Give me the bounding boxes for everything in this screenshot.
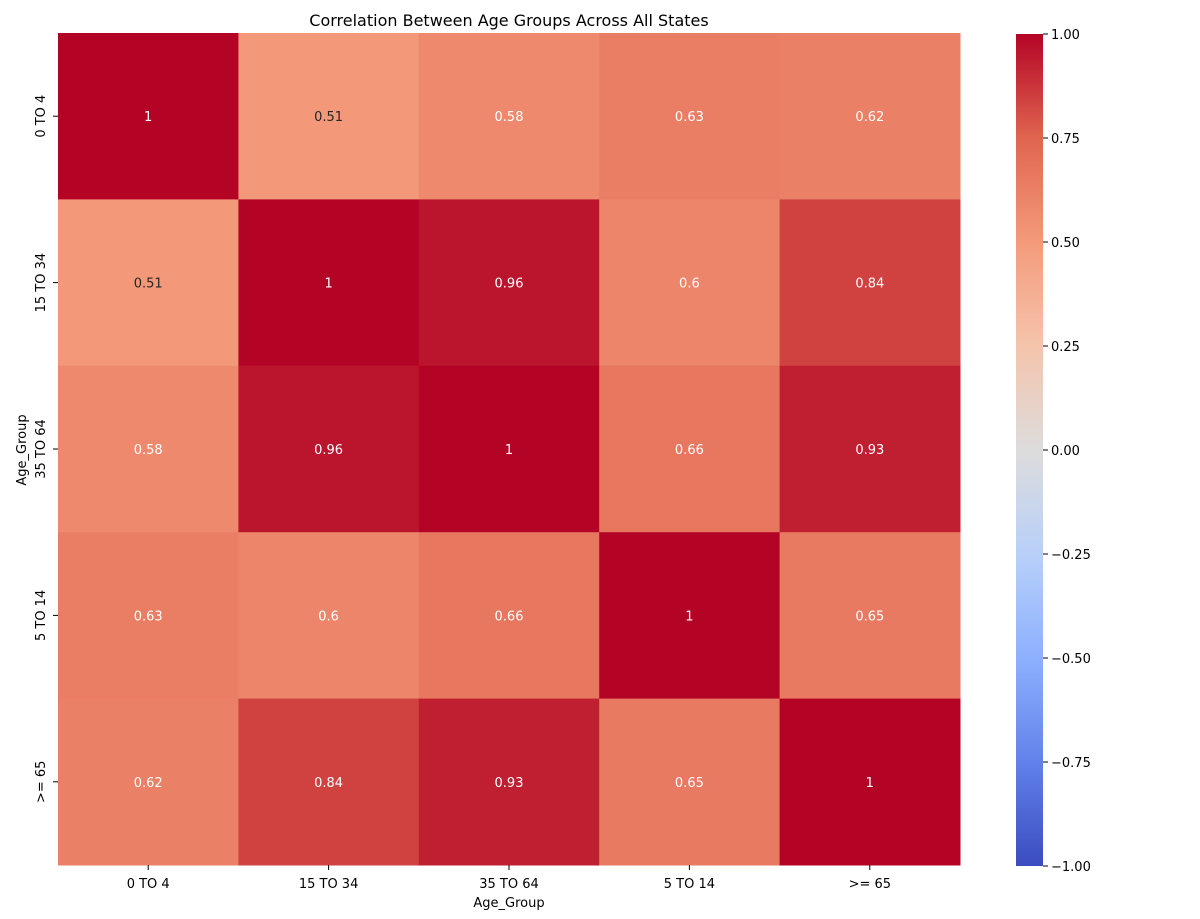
y-tick-label: 0 TO 4 [34, 95, 49, 138]
x-tick-label: >= 65 [849, 877, 891, 892]
colorbar-tick-label: 0.25 [1051, 340, 1080, 355]
heatmap-cell [58, 365, 239, 533]
cell-value-label: 0.96 [495, 277, 524, 292]
heatmap-cell [779, 365, 961, 533]
cell-value-label: 1 [866, 776, 874, 791]
cell-value-label: 0.63 [675, 110, 704, 125]
colorbar [1016, 34, 1043, 866]
cell-value-label: 0.66 [675, 443, 704, 458]
heatmap-cell [779, 199, 961, 367]
heatmap-cell [418, 532, 600, 700]
cell-value-label: 0.65 [675, 776, 704, 791]
heatmap-cell [599, 33, 781, 200]
cell-value-label: 0.93 [855, 443, 884, 458]
x-axis-ticks: 0 TO 4 15 TO 34 35 TO 64 5 TO 14 >= 65 [127, 865, 891, 892]
cell-value-label: 0.65 [855, 609, 884, 624]
y-axis-label: Age_Group [15, 414, 30, 485]
y-tick-label: 15 TO 34 [34, 253, 49, 313]
x-tick-label: 5 TO 14 [664, 877, 715, 892]
heatmap-cell [58, 532, 239, 700]
cell-value-label: 0.96 [314, 443, 343, 458]
cell-value-label: 0.51 [134, 277, 163, 292]
chart-title: Correlation Between Age Groups Across Al… [309, 11, 708, 30]
cell-value-label: 0.84 [314, 776, 343, 791]
heatmap-cell [418, 33, 600, 200]
x-tick-label: 15 TO 34 [299, 877, 359, 892]
heatmap-cell [238, 365, 420, 533]
heatmap-cell [238, 199, 420, 367]
colorbar-tick-label: 1.00 [1051, 28, 1080, 43]
x-tick-label: 0 TO 4 [127, 877, 170, 892]
heatmap-cell [418, 698, 600, 866]
cell-value-label: 0.62 [855, 110, 884, 125]
heatmap-cell [599, 698, 781, 866]
cell-value-label: 0.93 [495, 776, 524, 791]
x-tick-label: 35 TO 64 [479, 877, 539, 892]
colorbar-tick-label: 0.50 [1051, 236, 1080, 251]
y-axis-ticks: 0 TO 4 15 TO 34 35 TO 64 5 TO 14 >= 65 [34, 95, 58, 803]
cell-value-label: 0.51 [314, 110, 343, 125]
colorbar-ticks: 1.00 0.75 0.50 0.25 0.00 −0.25 −0.50 −0.75 −1.00 [1043, 28, 1091, 875]
heatmap-cell [238, 33, 420, 200]
y-tick-label: 35 TO 64 [34, 419, 49, 479]
colorbar-tick-label: −0.50 [1051, 652, 1091, 667]
heatmap-cell-labels: 1 0.51 0.58 0.63 0.62 0.51 1 0.96 0.6 0.84 0.58 0.9… [134, 110, 885, 791]
heatmap-cell [58, 698, 239, 866]
heatmap-cell [418, 199, 600, 367]
y-tick-label: >= 65 [34, 761, 49, 803]
cell-value-label: 0.6 [318, 609, 339, 624]
cell-value-label: 1 [144, 110, 152, 125]
cell-value-label: 1 [324, 277, 332, 292]
heatmap-cells [58, 33, 961, 866]
heatmap-cell [779, 532, 961, 700]
heatmap-cell [58, 199, 239, 367]
cell-value-label: 0.58 [134, 443, 163, 458]
cell-value-label: 1 [505, 443, 513, 458]
cell-value-label: 0.84 [855, 277, 884, 292]
heatmap-cell [599, 199, 781, 367]
colorbar-tick-label: −0.25 [1051, 548, 1091, 563]
y-tick-label: 5 TO 14 [34, 590, 49, 641]
colorbar-tick-label: 0.00 [1051, 444, 1080, 459]
heatmap-cell [779, 33, 961, 200]
heatmap-cell [779, 698, 961, 866]
cell-value-label: 0.66 [495, 609, 524, 624]
colorbar-tick-label: −0.75 [1051, 756, 1091, 771]
heatmap-cell [238, 532, 420, 700]
heatmap-cell [238, 698, 420, 866]
cell-value-label: 1 [685, 609, 693, 624]
colorbar-tick-label: 0.75 [1051, 132, 1080, 147]
heatmap-cell [599, 365, 781, 533]
cell-value-label: 0.6 [679, 277, 700, 292]
cell-value-label: 0.58 [495, 110, 524, 125]
heatmap-cell [58, 33, 239, 200]
colorbar-tick-label: −1.00 [1051, 860, 1091, 875]
heatmap-cell [599, 532, 781, 700]
x-axis-label: Age_Group [473, 896, 544, 911]
cell-value-label: 0.62 [134, 776, 163, 791]
heatmap-cell [418, 365, 600, 533]
cell-value-label: 0.63 [134, 609, 163, 624]
